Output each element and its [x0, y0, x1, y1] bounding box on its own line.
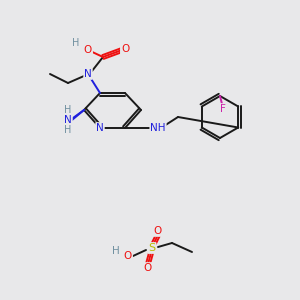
Text: H: H: [72, 38, 80, 48]
Text: F: F: [220, 104, 226, 114]
Text: NH: NH: [150, 123, 166, 133]
Text: N: N: [96, 123, 104, 133]
Text: N: N: [84, 69, 92, 79]
Text: N: N: [64, 115, 72, 125]
Text: H: H: [64, 105, 72, 115]
Text: O: O: [124, 251, 132, 261]
Text: H: H: [64, 125, 72, 135]
Text: O: O: [154, 226, 162, 236]
Text: O: O: [84, 45, 92, 55]
Text: S: S: [148, 243, 156, 253]
Text: O: O: [121, 44, 129, 54]
Text: H: H: [112, 246, 120, 256]
Text: O: O: [144, 263, 152, 273]
